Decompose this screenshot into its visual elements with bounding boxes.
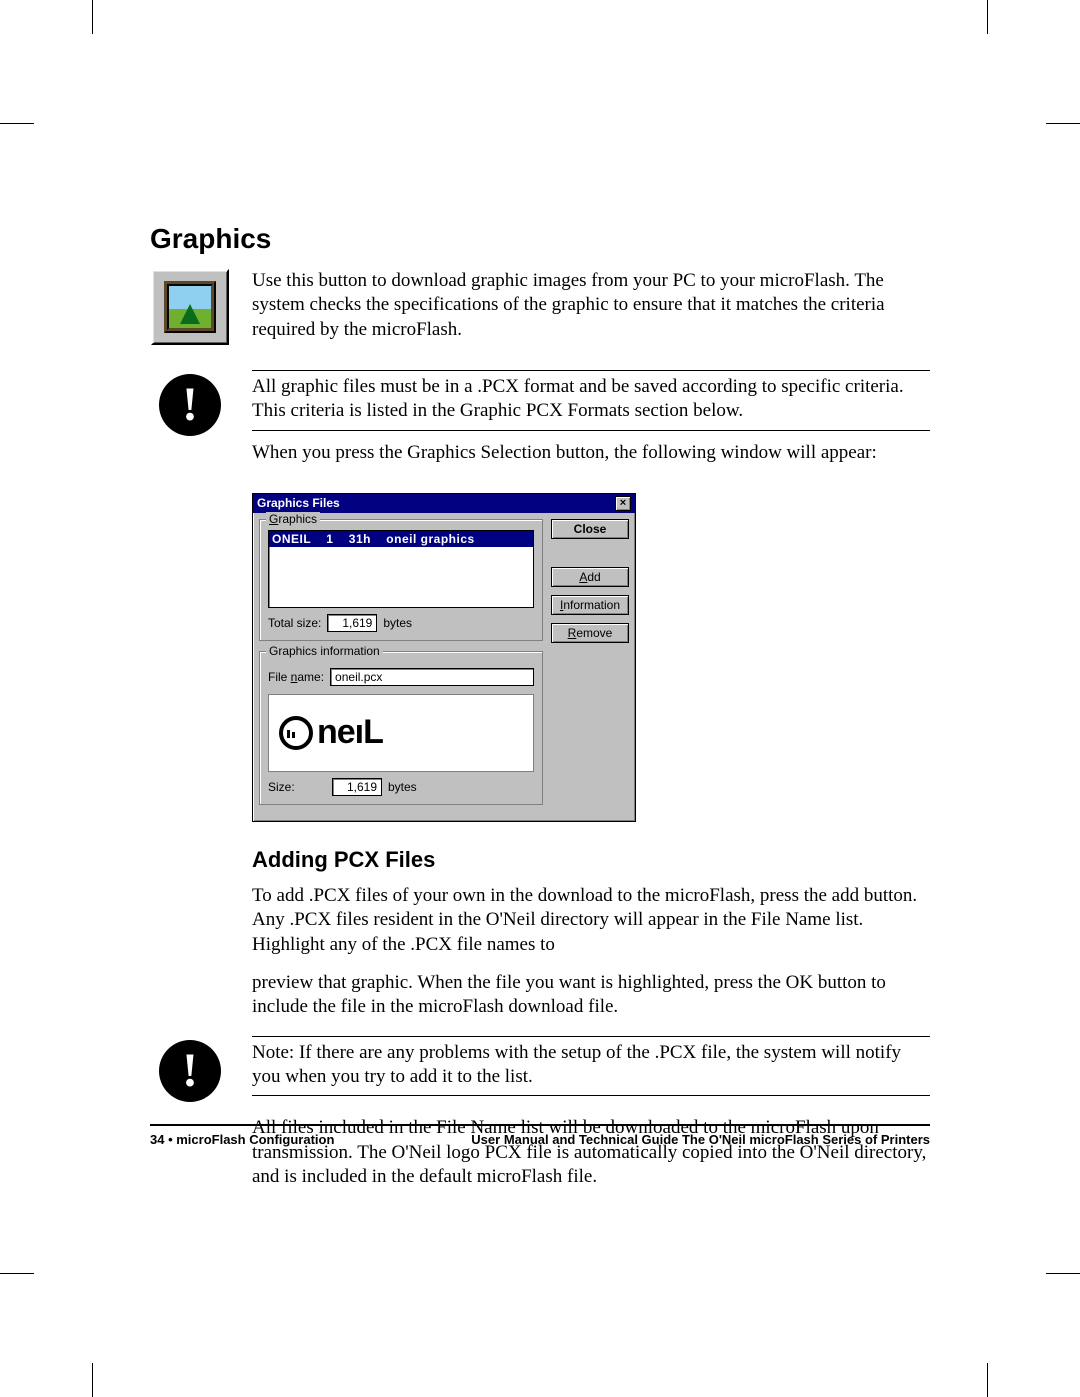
total-size-label: Total size:	[268, 616, 321, 630]
graphics-info-group: Graphics information File name: oneil.pc…	[259, 651, 543, 805]
press-text: When you press the Graphics Selection bu…	[252, 441, 930, 465]
graphic-preview: neıL	[268, 694, 534, 772]
footer-right: User Manual and Technical Guide The O'Ne…	[471, 1132, 930, 1147]
size-label: Size:	[268, 780, 326, 794]
filename-label: File name:	[268, 670, 324, 684]
list-item[interactable]: ONEIL 1 31h oneil graphics	[269, 531, 533, 547]
subheading: Adding PCX Files	[252, 846, 930, 874]
size-value: 1,619	[332, 778, 382, 796]
graphics-files-dialog: Graphics Files × GGraphicsraphics ONEIL …	[252, 493, 636, 822]
information-button[interactable]: Information	[551, 595, 629, 615]
filename-input[interactable]: oneil.pcx	[330, 668, 534, 686]
total-size-value: 1,619	[327, 614, 377, 632]
bytes-label-2: bytes	[388, 780, 417, 794]
filename-field: File name: oneil.pcx	[268, 668, 534, 686]
note2-text: Note: If there are any problems with the…	[252, 1036, 930, 1097]
oneil-logo-icon: neıL	[279, 713, 383, 752]
graphics-group: GGraphicsraphics ONEIL 1 31h oneil graph…	[259, 519, 543, 641]
bytes-label: bytes	[383, 616, 412, 630]
dialog-title: Graphics Files	[257, 496, 340, 510]
total-size-field: Total size: 1,619 bytes	[268, 614, 534, 632]
warning-icon: !	[159, 374, 221, 436]
remove-button[interactable]: Remove	[551, 623, 629, 643]
graphics-button-icon	[151, 269, 229, 345]
page-footer: 34 • microFlash Configuration User Manua…	[150, 1124, 930, 1147]
note1-text: All graphic files must be in a .PCX form…	[252, 370, 930, 431]
size-field: Size: 1,619 bytes	[268, 778, 534, 796]
graphics-info-label: Graphics information	[266, 644, 383, 658]
add-button[interactable]: Add	[551, 567, 629, 587]
section-heading: Graphics	[150, 223, 930, 255]
adding-p1: To add .PCX files of your own in the dow…	[252, 884, 930, 957]
intro-row: Use this button to download graphic imag…	[150, 269, 930, 352]
footer-left: 34 • microFlash Configuration	[150, 1132, 334, 1147]
close-button[interactable]: Close	[551, 519, 629, 539]
warning-icon: !	[159, 1040, 221, 1102]
dialog-titlebar: Graphics Files ×	[253, 494, 635, 513]
page: Graphics Use this button to download gra…	[92, 30, 988, 1367]
adding-p2: preview that graphic. When the file you …	[252, 971, 930, 1020]
intro-paragraph: Use this button to download graphic imag…	[252, 269, 930, 342]
close-icon[interactable]: ×	[615, 496, 631, 511]
note2-row: ! Note: If there are any problems with t…	[150, 1036, 930, 1107]
graphics-group-label: GGraphicsraphics	[266, 512, 320, 526]
graphics-listbox[interactable]: ONEIL 1 31h oneil graphics	[268, 530, 534, 608]
note1-row: ! All graphic files must be in a .PCX fo…	[150, 370, 930, 475]
